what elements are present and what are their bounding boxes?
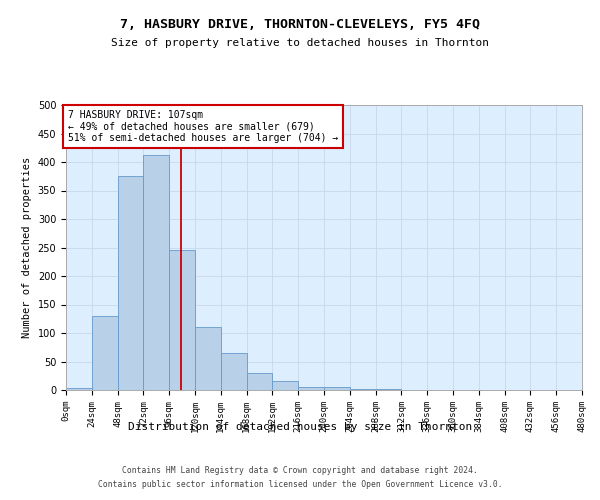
Bar xyxy=(169,250,195,390)
Bar xyxy=(221,353,247,390)
Bar xyxy=(324,387,350,390)
Text: Contains HM Land Registry data © Crown copyright and database right 2024.: Contains HM Land Registry data © Crown c… xyxy=(122,466,478,475)
Bar xyxy=(118,176,143,390)
Text: Contains public sector information licensed under the Open Government Licence v3: Contains public sector information licen… xyxy=(98,480,502,489)
Text: Size of property relative to detached houses in Thornton: Size of property relative to detached ho… xyxy=(111,38,489,48)
Bar xyxy=(298,386,324,390)
Bar xyxy=(195,328,221,390)
Bar xyxy=(143,155,169,390)
Y-axis label: Number of detached properties: Number of detached properties xyxy=(22,157,32,338)
Bar xyxy=(247,373,272,390)
Text: 7 HASBURY DRIVE: 107sqm
← 49% of detached houses are smaller (679)
51% of semi-d: 7 HASBURY DRIVE: 107sqm ← 49% of detache… xyxy=(68,110,338,143)
Bar xyxy=(272,382,298,390)
Bar xyxy=(66,388,92,390)
Bar xyxy=(92,316,118,390)
Text: Distribution of detached houses by size in Thornton: Distribution of detached houses by size … xyxy=(128,422,472,432)
Bar xyxy=(350,389,376,390)
Text: 7, HASBURY DRIVE, THORNTON-CLEVELEYS, FY5 4FQ: 7, HASBURY DRIVE, THORNTON-CLEVELEYS, FY… xyxy=(120,18,480,30)
